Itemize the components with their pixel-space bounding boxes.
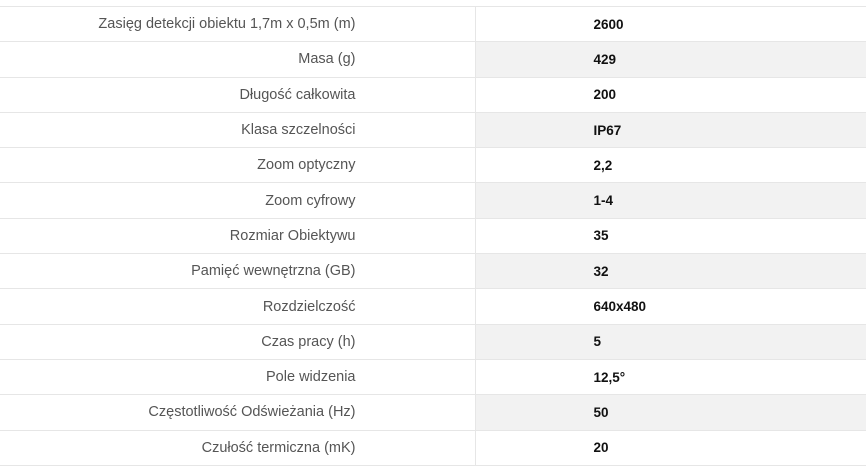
spec-value: 5 <box>475 323 866 360</box>
spec-label: Pole widzenia <box>0 358 476 396</box>
spec-label: Masa (g) <box>0 41 476 78</box>
spec-row: Zoom cyfrowy 1-4 <box>0 182 866 219</box>
spec-value: 2,2 <box>475 147 866 184</box>
spec-value: 200 <box>475 76 866 113</box>
spec-row: Czas pracy (h) 5 <box>0 323 866 360</box>
spec-row: Zasięg detekcji obiektu 1,7m x 0,5m (m) 2… <box>0 5 866 43</box>
spec-label: Zoom optyczny <box>0 147 476 184</box>
spec-value: 12,5° <box>475 358 866 396</box>
spec-value: 2600 <box>475 5 866 43</box>
spec-label: Częstotliwość Odświeżania (Hz) <box>0 394 476 431</box>
spec-row: Klasa szczelności IP67 <box>0 111 866 149</box>
spec-row: Pamięć wewnętrzna (GB) 32 <box>0 253 866 290</box>
spec-label: Pamięć wewnętrzna (GB) <box>0 253 476 290</box>
spec-label: Długość całkowita <box>0 76 476 113</box>
spec-label: Rozmiar Obiektywu <box>0 217 476 255</box>
spec-row: Pole widzenia 12,5° <box>0 358 866 396</box>
spec-row: Rozmiar Obiektywu 35 <box>0 217 866 255</box>
spec-row: Rozdzielczość 640x480 <box>0 288 866 325</box>
spec-value: IP67 <box>475 111 866 149</box>
spec-label: Rozdzielczość <box>0 288 476 325</box>
spec-label: Klasa szczelności <box>0 111 476 149</box>
spec-row: Zoom optyczny 2,2 <box>0 147 866 184</box>
spec-value: 429 <box>475 41 866 78</box>
specifications-table: Zasięg detekcji obiektu 1,7m x 0,5m (m) 2… <box>0 5 866 466</box>
spec-value: 50 <box>475 394 866 431</box>
spec-row: Częstotliwość Odświeżania (Hz) 50 <box>0 394 866 431</box>
spec-label: Zoom cyfrowy <box>0 182 476 219</box>
spec-row: Masa (g) 429 <box>0 41 866 78</box>
spec-value: 640x480 <box>475 288 866 325</box>
spec-row: Długość całkowita 200 <box>0 76 866 113</box>
spec-value: 20 <box>475 429 866 466</box>
spec-row: Czułość termiczna (mK) 20 <box>0 429 866 466</box>
spec-label: Czułość termiczna (mK) <box>0 429 476 466</box>
spec-value: 35 <box>475 217 866 255</box>
spec-value: 1-4 <box>475 182 866 219</box>
spec-label: Zasięg detekcji obiektu 1,7m x 0,5m (m) <box>0 5 476 43</box>
spec-label: Czas pracy (h) <box>0 323 476 360</box>
spec-value: 32 <box>475 253 866 290</box>
